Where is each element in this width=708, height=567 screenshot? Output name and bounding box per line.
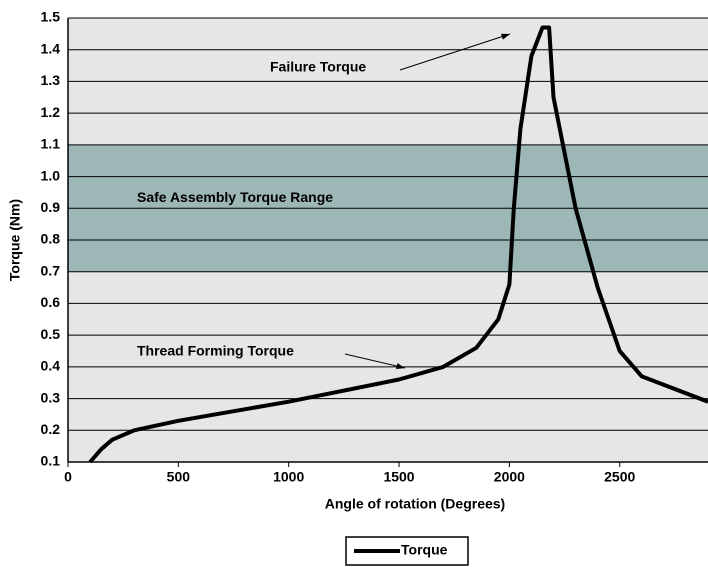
y-axis-label: Torque (Nm) xyxy=(7,199,23,281)
x-tick-label: 2000 xyxy=(494,469,525,485)
legend-label: Torque xyxy=(401,542,448,558)
y-tick-label: 0.8 xyxy=(41,231,61,247)
x-tick-label: 500 xyxy=(167,469,191,485)
x-tick-label: 1000 xyxy=(273,469,304,485)
line xyxy=(88,25,708,464)
annotation: Thread Forming Torque xyxy=(137,343,294,359)
y-tick-label: 0.7 xyxy=(41,262,61,278)
arrow-head xyxy=(396,363,405,370)
annotation-arrow xyxy=(344,353,406,369)
y-tick-label: 1.3 xyxy=(41,72,61,88)
annotation: Failure Torque xyxy=(270,59,366,75)
y-tick-label: 0.1 xyxy=(41,453,61,469)
y-tick-label: 0.3 xyxy=(41,389,61,405)
x-tick-label: 1500 xyxy=(383,469,414,485)
y-tick-label: 1.2 xyxy=(41,104,61,120)
y-tick-label: 0.4 xyxy=(41,358,61,374)
y-tick-label: 0.2 xyxy=(41,421,61,437)
x-tick-label: 0 xyxy=(64,469,72,485)
y-tick-label: 1.5 xyxy=(41,9,61,25)
y-tick-label: 1.0 xyxy=(41,167,61,183)
y-tick-label: 0.5 xyxy=(41,326,61,342)
arrow-head xyxy=(501,33,510,40)
x-tick-label: 2500 xyxy=(604,469,635,485)
y-tick-label: 1.4 xyxy=(41,40,61,56)
y-tick-label: 0.9 xyxy=(41,199,61,215)
annotation-arrow xyxy=(399,33,511,71)
y-tick-label: 0.6 xyxy=(41,294,61,310)
band-label: Safe Assembly Torque Range xyxy=(137,189,333,205)
x-axis-label: Angle of rotation (Degrees) xyxy=(325,496,505,512)
y-tick-label: 1.1 xyxy=(41,136,61,152)
